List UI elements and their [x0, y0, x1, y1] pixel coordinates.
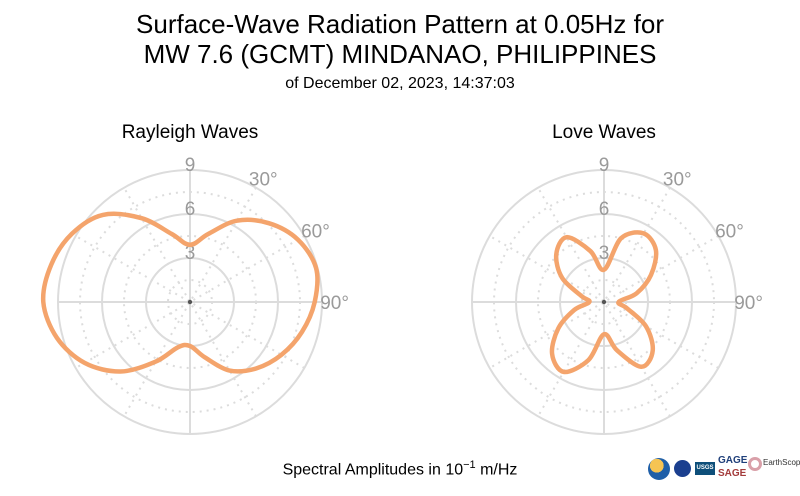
caption-unit: m/Hz — [475, 461, 518, 479]
rayleigh-radiation-pattern-line — [40, 211, 320, 374]
rayleigh-minor-circle-4.5 — [123, 235, 257, 369]
love-grid-spoke-60 — [489, 235, 719, 369]
usgs-logo: USGS — [695, 462, 715, 475]
love-center-point — [601, 299, 607, 305]
rayleigh-minor-circle-7.5 — [79, 191, 301, 413]
gage-logo: GAGE — [718, 455, 748, 466]
love-grid-spoke-150 — [537, 187, 671, 417]
love-radial-tick-6: 6 — [599, 199, 610, 220]
love-angle-tick-90: 90° — [734, 293, 763, 314]
nasa-logo — [674, 460, 691, 477]
love-radial-tick-3: 3 — [599, 243, 610, 264]
rayleigh-grid-spoke-60 — [75, 235, 305, 369]
chart-title-line1: Surface-Wave Radiation Pattern at 0.05Hz… — [136, 9, 664, 39]
rayleigh-angle-tick-60: 60° — [301, 222, 330, 243]
rayleigh-angle-tick-90: 90° — [320, 293, 349, 314]
earthscope-ring-icon — [748, 457, 762, 471]
chart-title-line2: MW 7.6 (GCMT) MINDANAO, PHILIPPINES — [143, 39, 657, 69]
rayleigh-radial-tick-3: 3 — [185, 243, 196, 264]
rayleigh-radial-tick-9: 9 — [185, 155, 196, 176]
caption-base: 10 — [445, 461, 464, 479]
love-radial-tick-9: 9 — [599, 155, 610, 176]
chart-subtitle-date: of December 02, 2023, 14:37:03 — [285, 75, 515, 92]
nsf-logo — [648, 458, 670, 480]
rayleigh-angle-tick-30: 30° — [249, 170, 278, 191]
rayleigh-grid-spoke-30 — [123, 187, 257, 417]
amplitude-caption: Spectral Amplitudes in 10−1 m/Hz — [0, 455, 800, 480]
love-minor-circle-4.5 — [537, 235, 671, 369]
rayleigh-grid-spoke-150 — [123, 187, 257, 417]
love-minor-circle-1.5 — [581, 279, 627, 325]
love-radiation-pattern-line — [549, 230, 659, 375]
earthscope-logo: EarthScope — [763, 458, 800, 467]
love-angle-tick-60: 60° — [715, 222, 744, 243]
caption-exponent: −1 — [463, 459, 476, 471]
sponsor-logos: USGS GAGE SAGE EarthScope — [640, 454, 800, 484]
love-minor-circle-7.5 — [493, 191, 715, 413]
sage-logo: SAGE — [718, 468, 747, 479]
rayleigh-center-point — [187, 299, 193, 305]
love-panel-title: Love Waves — [552, 122, 656, 143]
caption-prefix: Spectral Amplitudes in — [282, 461, 446, 479]
love-angle-tick-30: 30° — [663, 170, 692, 191]
rayleigh-radial-tick-6: 6 — [185, 199, 196, 220]
love-grid-spoke-30 — [537, 187, 671, 417]
love-grid-spoke-120 — [489, 235, 719, 369]
rayleigh-panel-title: Rayleigh Waves — [122, 122, 259, 143]
rayleigh-minor-circle-1.5 — [167, 279, 213, 325]
rayleigh-grid-spoke-120 — [75, 235, 305, 369]
